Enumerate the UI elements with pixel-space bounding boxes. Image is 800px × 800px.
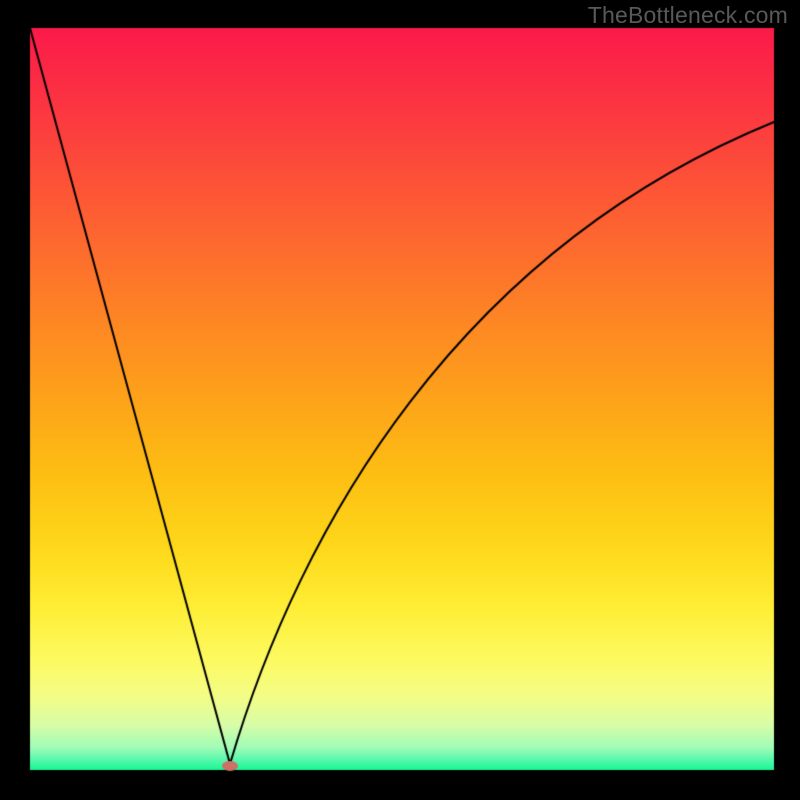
bottleneck-chart-canvas <box>0 0 800 800</box>
chart-container: TheBottleneck.com <box>0 0 800 800</box>
watermark-label: TheBottleneck.com <box>588 2 788 29</box>
